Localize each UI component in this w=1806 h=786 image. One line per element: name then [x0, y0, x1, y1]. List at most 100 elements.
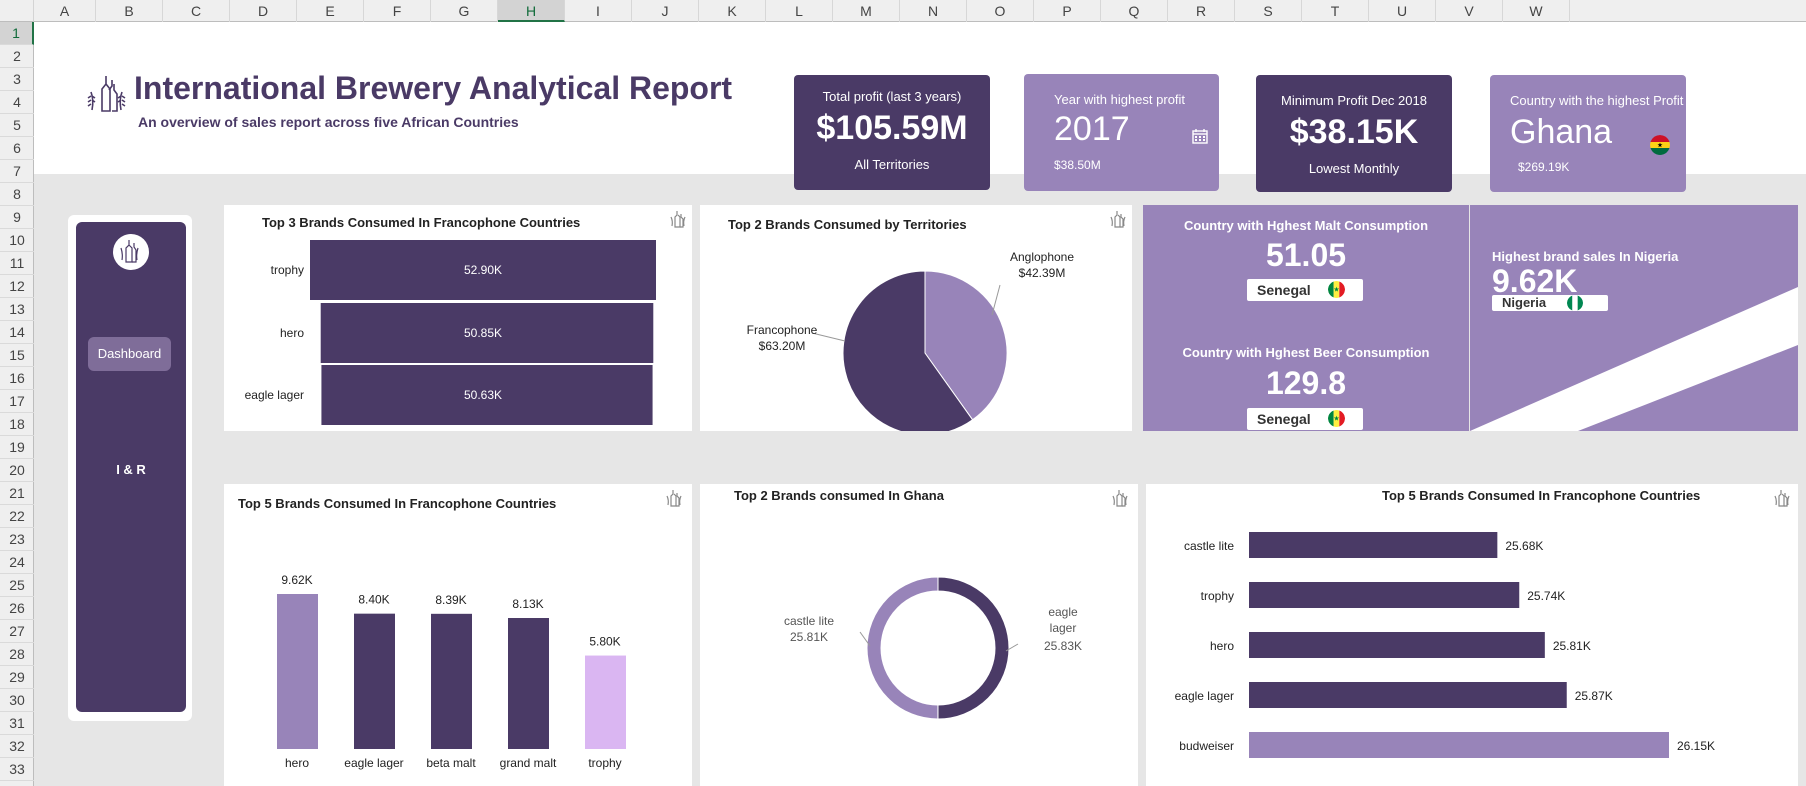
column-header-c[interactable]: C — [163, 0, 230, 22]
top3-bar-chart: trophy 52.90K hero 50.85K eagle lager 50.63K — [245, 240, 656, 425]
row-header-29[interactable]: 29 — [0, 666, 34, 689]
kpi-highest-year-label: Year with highest profit — [1054, 92, 1186, 107]
row-header-18[interactable]: 18 — [0, 413, 34, 436]
row-header-19[interactable]: 19 — [0, 436, 34, 459]
row-header-12[interactable]: 12 — [0, 275, 34, 298]
panel-top5-bars: Top 5 Brands Consumed In Francophone Cou… — [1146, 484, 1798, 786]
row-header-30[interactable]: 30 — [0, 689, 34, 712]
column-header-h[interactable]: H — [498, 0, 565, 22]
row-header-7[interactable]: 7 — [0, 160, 34, 183]
decorative-stripe — [1470, 287, 1798, 431]
row-header-6[interactable]: 6 — [0, 137, 34, 160]
row-header-9[interactable]: 9 — [0, 206, 34, 229]
row-header-8[interactable]: 8 — [0, 183, 34, 206]
category-label-trophy: trophy — [588, 756, 621, 770]
dashboard-sheet: International Brewery Analytical Report … — [34, 22, 1806, 786]
kpi-top-country-label: Country with the highest Profit — [1510, 93, 1684, 108]
column-header-v[interactable]: V — [1436, 0, 1503, 22]
beer-label: Country with Hghest Beer Consumption — [1182, 345, 1430, 360]
page-subtitle: An overview of sales report across five … — [138, 114, 519, 130]
column-header-b[interactable]: B — [96, 0, 163, 22]
row-header-15[interactable]: 15 — [0, 344, 34, 367]
column-header-d[interactable]: D — [230, 0, 297, 22]
column-header-n[interactable]: N — [900, 0, 967, 22]
column-hero — [277, 594, 318, 749]
nav-dashboard-button[interactable]: Dashboard — [88, 337, 171, 371]
panel-ghana-donut: Top 2 Brands consumed In Ghana eagle lage… — [700, 484, 1138, 786]
senegal-flag-icon — [1328, 281, 1345, 298]
row-header-20[interactable]: 20 — [0, 459, 34, 482]
data-label-budweiser: 26.15K — [1677, 739, 1715, 753]
column-header-s[interactable]: S — [1235, 0, 1302, 22]
row-header-26[interactable]: 26 — [0, 597, 34, 620]
bar-trophy — [1249, 582, 1520, 608]
bar-label-trophy: trophy — [271, 263, 304, 277]
panel-territories-pie: Top 2 Brands Consumed by Territories Ang… — [700, 205, 1132, 431]
row-header-31[interactable]: 31 — [0, 712, 34, 735]
row-header-22[interactable]: 22 — [0, 505, 34, 528]
column-header-l[interactable]: L — [766, 0, 833, 22]
nav-ir-button[interactable]: I & R — [116, 462, 146, 477]
row-header-27[interactable]: 27 — [0, 620, 34, 643]
row-header-11[interactable]: 11 — [0, 252, 34, 275]
row-header-5[interactable]: 5 — [0, 114, 34, 137]
row-header-4[interactable]: 4 — [0, 91, 34, 114]
beer-bottles-icon — [1110, 211, 1126, 228]
row-header-3[interactable]: 3 — [0, 68, 34, 91]
column-header-o[interactable]: O — [967, 0, 1034, 22]
data-label-hero: 50.85K — [464, 326, 502, 340]
leader-line-castle-lite — [859, 631, 871, 647]
row-header-32[interactable]: 32 — [0, 735, 34, 758]
category-label-hero: hero — [285, 756, 309, 770]
chart-title: Top 3 Brands Consumed In Francophone Cou… — [262, 215, 581, 230]
stat-consumption-panel: Country with Hghest Malt Consumption 51.… — [1143, 205, 1469, 431]
row-header-13[interactable]: 13 — [0, 298, 34, 321]
category-label-grand-malt: grand malt — [500, 756, 557, 770]
data-label-trophy: 25.74K — [1527, 589, 1565, 603]
kpi-top-country: Country with the highest Profit Ghana $2… — [1490, 75, 1686, 192]
row-header-1[interactable]: 1 — [0, 22, 34, 45]
pie-label-anglophone: Anglophone — [1010, 250, 1074, 264]
column-header-k[interactable]: K — [699, 0, 766, 22]
column-header-p[interactable]: P — [1034, 0, 1101, 22]
row-header-16[interactable]: 16 — [0, 367, 34, 390]
column-header-r[interactable]: R — [1168, 0, 1235, 22]
nigeria-country-tag: Nigeria — [1492, 295, 1608, 311]
chart-title: Top 5 Brands Consumed In Francophone Cou… — [238, 496, 557, 511]
data-label-beta-malt: 8.39K — [435, 593, 466, 607]
row-header-17[interactable]: 17 — [0, 390, 34, 413]
column-header-f[interactable]: F — [364, 0, 431, 22]
row-header-28[interactable]: 28 — [0, 643, 34, 666]
kpi-total-profit-label: Total profit (last 3 years) — [822, 89, 962, 104]
row-header-2[interactable]: 2 — [0, 45, 34, 68]
row-header-14[interactable]: 14 — [0, 321, 34, 344]
bar-label-budweiser: budweiser — [1179, 739, 1234, 753]
row-header-21[interactable]: 21 — [0, 482, 34, 505]
column-header-t[interactable]: T — [1302, 0, 1369, 22]
column-header-m[interactable]: M — [833, 0, 900, 22]
kpi-top-country-sub: $269.19K — [1518, 160, 1570, 174]
column-header-q[interactable]: Q — [1101, 0, 1168, 22]
beer-country: Senegal — [1257, 411, 1311, 427]
stat-nigeria-panel: Highest brand sales In Nigeria 9.62K Nig… — [1470, 205, 1798, 431]
row-header-23[interactable]: 23 — [0, 528, 34, 551]
donut-label-castle-lite: castle lite — [784, 614, 834, 628]
column-header-g[interactable]: G — [431, 0, 498, 22]
row-header-33[interactable]: 33 — [0, 758, 34, 781]
column-header-a[interactable]: A — [34, 0, 96, 22]
column-header-w[interactable]: W — [1503, 0, 1570, 22]
column-header-e[interactable]: E — [297, 0, 364, 22]
column-header-u[interactable]: U — [1369, 0, 1436, 22]
malt-country-tag: Senegal — [1247, 279, 1363, 301]
column-header-j[interactable]: J — [632, 0, 699, 22]
row-header-10[interactable]: 10 — [0, 229, 34, 252]
row-header-24[interactable]: 24 — [0, 551, 34, 574]
leader-line-eagle-lager — [1005, 643, 1019, 652]
row-header-25[interactable]: 25 — [0, 574, 34, 597]
data-label-trophy: 52.90K — [464, 263, 502, 277]
select-all-corner[interactable] — [0, 0, 34, 22]
kpi-highest-year-value: 2017 — [1054, 110, 1130, 148]
column-header-i[interactable]: I — [565, 0, 632, 22]
beer-bottles-icon — [120, 240, 139, 263]
